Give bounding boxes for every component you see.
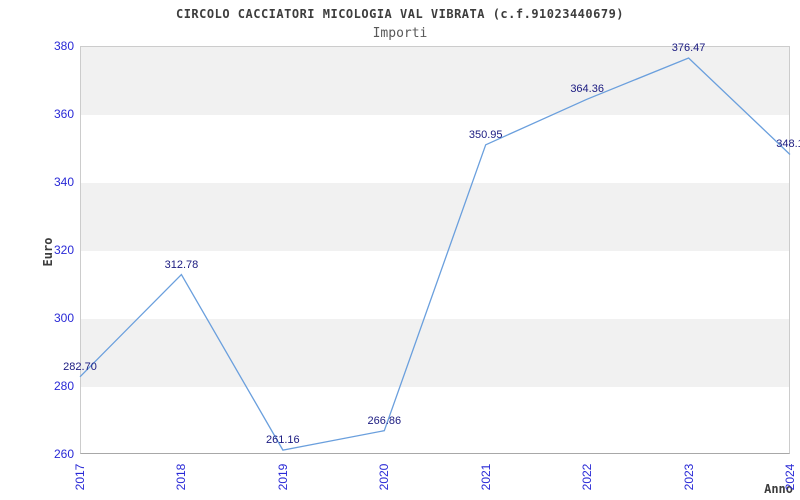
point-value-label: 312.78 [164, 258, 199, 271]
grid-band [81, 319, 789, 387]
x-tick-label: 2023 [681, 463, 696, 491]
x-tick-label: 2018 [174, 463, 189, 491]
x-tick-label: 2024 [783, 463, 797, 491]
grid-band [81, 47, 789, 115]
x-axis-title: Anno [764, 482, 793, 496]
y-tick-label: 260 [53, 447, 74, 461]
y-tick-label: 360 [53, 107, 74, 121]
y-tick-label: 280 [53, 379, 74, 393]
y-tick-label: 380 [53, 39, 74, 53]
plot-area [80, 46, 790, 454]
x-tick-label: 2019 [275, 463, 290, 491]
point-value-label: 350.95 [468, 128, 503, 141]
x-tick-label: 2022 [580, 463, 595, 491]
chart-title: CIRCOLO CACCIATORI MICOLOGIA VAL VIBRATA… [175, 7, 625, 21]
point-value-label: 282.70 [63, 360, 97, 373]
point-value-label: 266.86 [367, 414, 402, 427]
y-tick-label: 300 [53, 311, 74, 325]
point-value-label: 364.36 [570, 83, 604, 96]
y-tick-label: 320 [53, 243, 74, 257]
x-tick-label: 2021 [478, 463, 493, 491]
point-value-label: 261.16 [266, 434, 300, 447]
point-value-label: 348.1 [776, 138, 800, 151]
y-tick-label: 340 [53, 175, 74, 189]
x-tick-label: 2020 [377, 463, 392, 491]
chart-subtitle: Importi [372, 26, 428, 41]
x-tick-label: 2017 [73, 463, 87, 491]
grid-band [81, 183, 789, 251]
point-value-label: 376.47 [671, 42, 706, 54]
